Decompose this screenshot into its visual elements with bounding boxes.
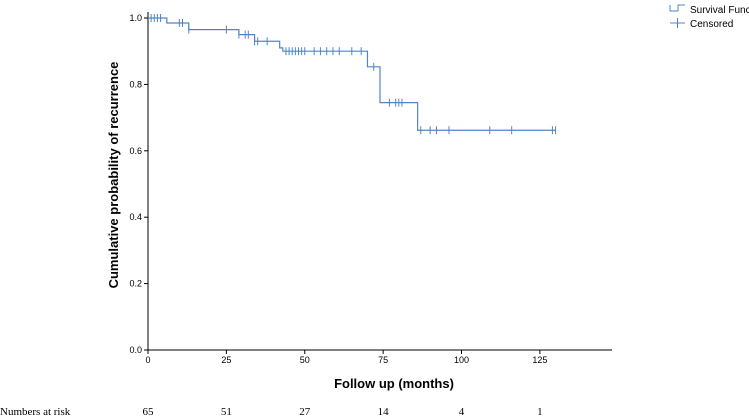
y-tick-label: 0.8 [129,79,142,89]
risk-table-value: 51 [221,406,232,418]
risk-table-value: 14 [378,406,390,418]
x-tick-label: 0 [145,355,150,365]
legend-censored-label: Censored [690,19,733,30]
legend-censored-swatch [670,18,685,28]
survival-function-line [148,17,556,131]
y-tick-label: 0.2 [129,279,142,289]
y-tick-label: 0.4 [129,212,142,222]
legend-survival-swatch [669,4,685,12]
legend: Survival Function Censored [669,4,749,30]
y-tick-label: 0.0 [129,345,142,355]
risk-table-value: 1 [537,406,543,418]
censored-series [150,14,557,135]
y-tick-label: 1.0 [129,13,142,23]
x-tick-label: 125 [532,355,547,365]
x-tick-label: 75 [378,355,388,365]
y-axis-title: Cumulative probability of recurrence [106,62,121,289]
risk-table: Numbers at risk 65 51 27 14 4 1 [0,406,543,418]
x-tick-label: 25 [221,355,231,365]
risk-table-value: 65 [143,406,155,418]
risk-table-value: 27 [299,406,311,418]
axes: 0 25 50 75 100 125 0.0 0.2 0.4 0.6 0.8 1.0 [129,12,612,365]
risk-table-value: 4 [459,406,465,418]
x-tick-label: 100 [454,355,469,365]
y-tick-label: 0.6 [129,146,142,156]
legend-survival-label: Survival Function [690,5,749,16]
x-axis-title: Follow up (months) [334,376,454,391]
risk-table-label: Numbers at risk [0,406,71,418]
x-tick-label: 50 [300,355,310,365]
survival-function-series [148,17,556,131]
